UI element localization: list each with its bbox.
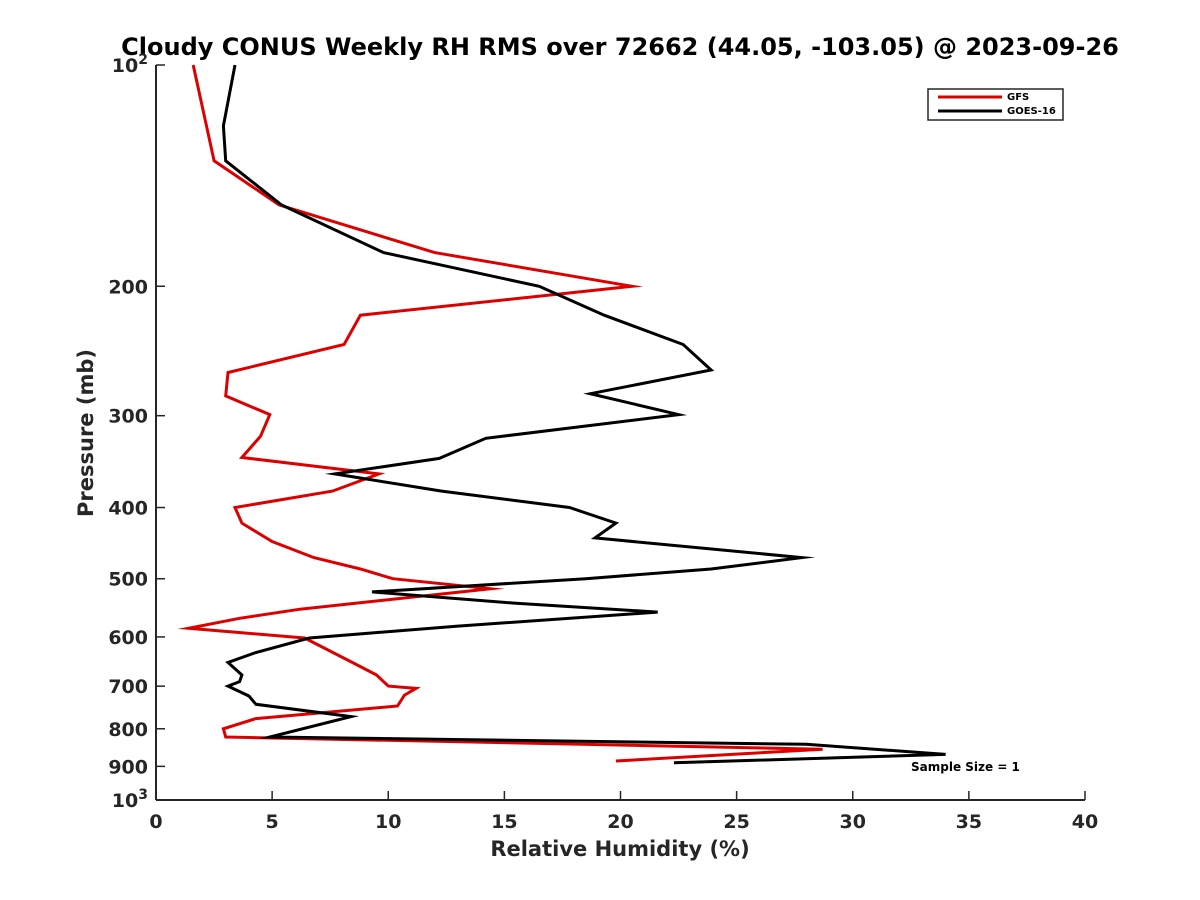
y-tick-label: 700 <box>108 676 148 698</box>
x-tick-label: 0 <box>149 811 162 833</box>
y-tick-label: 102 <box>112 52 148 77</box>
x-tick-label: 10 <box>375 811 401 833</box>
legend-label-goes16: GOES-16 <box>1007 106 1056 117</box>
legend: GFS GOES-16 <box>927 88 1064 121</box>
x-tick-label: 30 <box>840 811 866 833</box>
y-tick-label: 103 <box>112 787 148 812</box>
x-ticks: 0 5 10 15 20 25 30 35 40 <box>149 791 1098 833</box>
plot-area <box>177 64 946 765</box>
axes <box>155 65 1085 801</box>
series-line-goes16 <box>221 64 946 765</box>
y-tick-label: 900 <box>108 756 148 778</box>
sample-size-annotation: Sample Size = 1 <box>911 760 1020 774</box>
y-tick-label: 200 <box>108 276 148 298</box>
series-line-gfs <box>177 64 823 763</box>
x-tick-label: 20 <box>607 811 633 833</box>
y-tick-label: 800 <box>108 719 148 741</box>
legend-label-gfs: GFS <box>1007 92 1029 103</box>
y-tick-label: 500 <box>108 569 148 591</box>
y-tick-label: 600 <box>108 627 148 649</box>
x-tick-label: 35 <box>956 811 982 833</box>
legend-box <box>927 88 1064 121</box>
y-tick-label: 300 <box>108 406 148 428</box>
y-tick-label: 400 <box>108 498 148 520</box>
x-axis-label: Relative Humidity (%) <box>490 837 749 861</box>
x-tick-label: 5 <box>266 811 279 833</box>
x-tick-label: 25 <box>723 811 749 833</box>
x-tick-label: 15 <box>491 811 517 833</box>
chart-title: Cloudy CONUS Weekly RH RMS over 72662 (4… <box>121 33 1119 61</box>
x-tick-label: 40 <box>1072 811 1098 833</box>
y-axis-label: Pressure (mb) <box>74 349 98 517</box>
y-ticks: 102 200 300 400 500 600 700 800 900 103 <box>108 52 165 812</box>
